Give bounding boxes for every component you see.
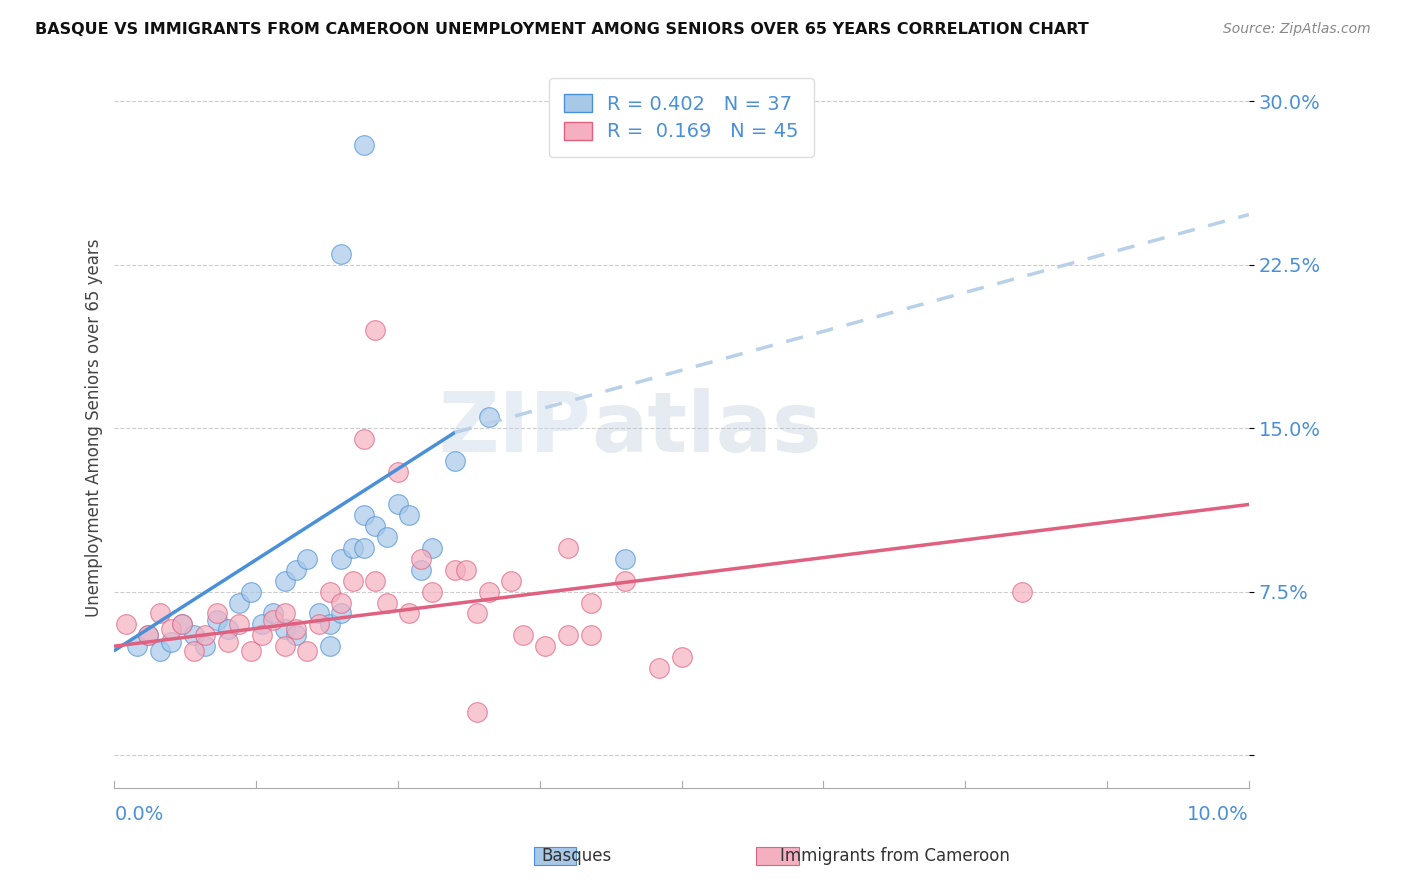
Point [205, 607, 228, 621]
Point [375, 530, 398, 544]
Text: ZIP: ZIP [439, 388, 591, 468]
Point [149, 607, 172, 621]
Text: 0.0%: 0.0% [114, 805, 163, 824]
Point [330, 596, 353, 610]
Point [375, 596, 398, 610]
Point [330, 247, 353, 261]
Point [160, 622, 183, 636]
Point [364, 574, 387, 588]
Point [319, 584, 342, 599]
Point [398, 607, 420, 621]
Point [183, 643, 205, 657]
Point [420, 584, 443, 599]
Point [353, 137, 375, 152]
Point [284, 563, 307, 577]
Point [228, 617, 250, 632]
Point [273, 574, 295, 588]
Point [364, 519, 387, 533]
Point [409, 563, 432, 577]
Point [273, 607, 295, 621]
Point [557, 628, 579, 642]
Point [217, 634, 239, 648]
Point [671, 650, 693, 665]
Point [330, 607, 353, 621]
Point [262, 613, 284, 627]
Point [353, 541, 375, 555]
Point [467, 607, 489, 621]
Point [319, 639, 342, 653]
Point [194, 628, 217, 642]
Text: 10.0%: 10.0% [1187, 805, 1249, 824]
Point [648, 661, 671, 675]
Text: Source: ZipAtlas.com: Source: ZipAtlas.com [1223, 22, 1371, 37]
Legend: R = 0.402   N = 37, R =  0.169   N = 45: R = 0.402 N = 37, R = 0.169 N = 45 [548, 78, 814, 157]
Point [353, 508, 375, 523]
Point [172, 617, 194, 632]
Point [205, 613, 228, 627]
Point [478, 410, 501, 425]
Point [138, 628, 160, 642]
Point [387, 465, 409, 479]
Point [160, 634, 183, 648]
Text: BASQUE VS IMMIGRANTS FROM CAMEROON UNEMPLOYMENT AMONG SENIORS OVER 65 YEARS CORR: BASQUE VS IMMIGRANTS FROM CAMEROON UNEMP… [35, 22, 1088, 37]
Point [364, 323, 387, 337]
Point [613, 574, 636, 588]
Point [1011, 584, 1033, 599]
Point [330, 552, 353, 566]
Point [297, 643, 319, 657]
Point [420, 541, 443, 555]
Point [308, 607, 330, 621]
Point [443, 454, 465, 468]
Point [127, 639, 149, 653]
Point [297, 552, 319, 566]
Point [613, 552, 636, 566]
Point [149, 643, 172, 657]
Point [250, 617, 273, 632]
Point [284, 622, 307, 636]
Point [398, 508, 420, 523]
Point [284, 628, 307, 642]
Point [273, 622, 295, 636]
Point [228, 596, 250, 610]
Point [409, 552, 432, 566]
Y-axis label: Unemployment Among Seniors over 65 years: Unemployment Among Seniors over 65 years [86, 239, 103, 617]
Point [138, 628, 160, 642]
Point [114, 617, 136, 632]
Point [467, 705, 489, 719]
Text: Basques: Basques [541, 847, 612, 865]
Point [239, 584, 262, 599]
Point [194, 639, 217, 653]
Point [512, 628, 534, 642]
Point [478, 584, 501, 599]
Point [273, 639, 295, 653]
Point [239, 643, 262, 657]
Point [217, 622, 239, 636]
Point [183, 628, 205, 642]
Text: atlas: atlas [591, 388, 821, 468]
Point [579, 628, 602, 642]
Point [250, 628, 273, 642]
Point [443, 563, 465, 577]
Point [319, 617, 342, 632]
Point [342, 541, 364, 555]
Point [557, 541, 579, 555]
Point [342, 574, 364, 588]
Point [387, 498, 409, 512]
Point [262, 607, 284, 621]
Point [308, 617, 330, 632]
Point [579, 596, 602, 610]
Point [501, 574, 523, 588]
Point [534, 639, 557, 653]
Point [172, 617, 194, 632]
Point [454, 563, 477, 577]
Text: Immigrants from Cameroon: Immigrants from Cameroon [780, 847, 1010, 865]
Point [353, 432, 375, 446]
